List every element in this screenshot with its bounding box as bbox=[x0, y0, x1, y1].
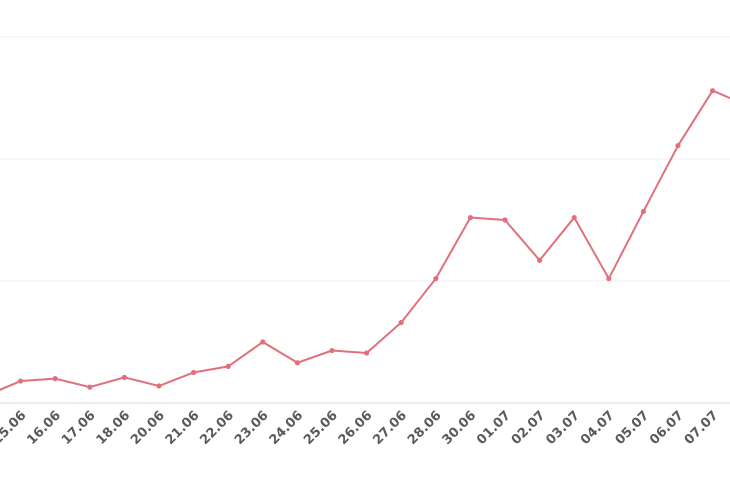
x-tick-label: 16.06 bbox=[24, 408, 64, 448]
point bbox=[364, 350, 370, 356]
x-tick-label: 22.06 bbox=[197, 408, 237, 448]
x-tick-label: 30.06 bbox=[440, 408, 480, 448]
x-tick-label: 15.06 bbox=[0, 408, 29, 448]
x-tick-label: 20.06 bbox=[128, 408, 168, 448]
x-tick-label: 01.07 bbox=[474, 408, 514, 448]
point bbox=[571, 214, 577, 221]
x-tick-label: 07.07 bbox=[682, 408, 722, 448]
x-tick-label: 17.06 bbox=[59, 408, 99, 448]
x-tick-label: 23.06 bbox=[232, 408, 272, 448]
x-tick-label: 18.06 bbox=[94, 408, 134, 448]
point bbox=[640, 208, 647, 215]
x-tick-label: 24.06 bbox=[267, 408, 307, 448]
point bbox=[537, 257, 543, 263]
point bbox=[329, 347, 335, 354]
point bbox=[675, 142, 681, 149]
x-tick-label: 04.07 bbox=[578, 408, 618, 448]
point bbox=[260, 339, 266, 345]
x-tick-label: 05.07 bbox=[613, 408, 653, 448]
point bbox=[87, 384, 93, 390]
point bbox=[294, 360, 300, 366]
point bbox=[606, 275, 612, 282]
point bbox=[121, 374, 127, 380]
x-tick-label: 27.06 bbox=[370, 408, 410, 448]
x-tick-label: 02.07 bbox=[509, 408, 549, 448]
point bbox=[18, 378, 24, 384]
point bbox=[398, 319, 404, 326]
x-tick-label: 28.06 bbox=[405, 408, 445, 448]
x-tick-label: 25.06 bbox=[301, 408, 341, 448]
point bbox=[225, 363, 231, 369]
x-tick-label: 26.06 bbox=[336, 408, 376, 448]
point bbox=[156, 383, 162, 389]
point bbox=[467, 214, 473, 221]
x-tick-label: 03.07 bbox=[543, 408, 583, 448]
point bbox=[191, 369, 197, 376]
point bbox=[52, 376, 58, 382]
x-tick-label: 21.06 bbox=[163, 408, 203, 448]
point bbox=[502, 217, 508, 223]
line bbox=[0, 89, 730, 391]
x-tick-label: 06.07 bbox=[647, 408, 687, 448]
point bbox=[433, 275, 439, 282]
point bbox=[710, 88, 716, 94]
